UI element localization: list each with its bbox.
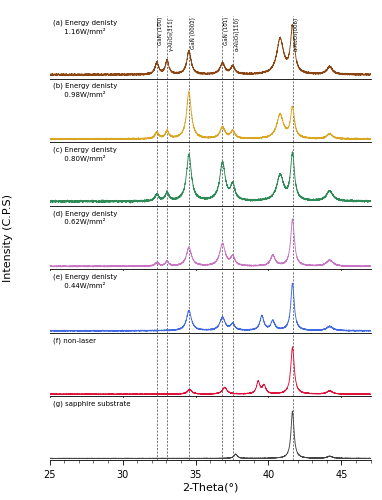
Text: (d) Energy denisty
     0.62W/mm²: (d) Energy denisty 0.62W/mm²: [53, 210, 117, 226]
Text: α-Al₂O₃(006): α-Al₂O₃(006): [294, 17, 299, 51]
Text: GaN (0002): GaN (0002): [191, 17, 196, 49]
Text: α-Al₂O₃(110): α-Al₂O₃(110): [234, 17, 239, 51]
Text: (e) Energy denisty
     0.44W/mm²: (e) Energy denisty 0.44W/mm²: [53, 274, 117, 289]
Text: (a) Energy denisty
     1.16W/mm²: (a) Energy denisty 1.16W/mm²: [53, 20, 117, 34]
Text: (b) Energy denisty
     0.98W/mm²: (b) Energy denisty 0.98W/mm²: [53, 83, 117, 98]
Text: GaN (10̅1): GaN (10̅1): [224, 17, 229, 46]
Text: (c) Energy denisty
     0.80W/mm²: (c) Energy denisty 0.80W/mm²: [53, 146, 117, 162]
X-axis label: 2-Theta(°): 2-Theta(°): [182, 482, 238, 492]
Text: (g) sapphire substrate: (g) sapphire substrate: [53, 401, 130, 407]
Text: (f) non-laser: (f) non-laser: [53, 337, 96, 344]
Text: GaN (10̅0): GaN (10̅0): [159, 17, 163, 46]
Text: γ-Al₂O₃(311): γ-Al₂O₃(311): [169, 17, 174, 50]
Text: Intensity (C.P.S): Intensity (C.P.S): [3, 194, 13, 282]
